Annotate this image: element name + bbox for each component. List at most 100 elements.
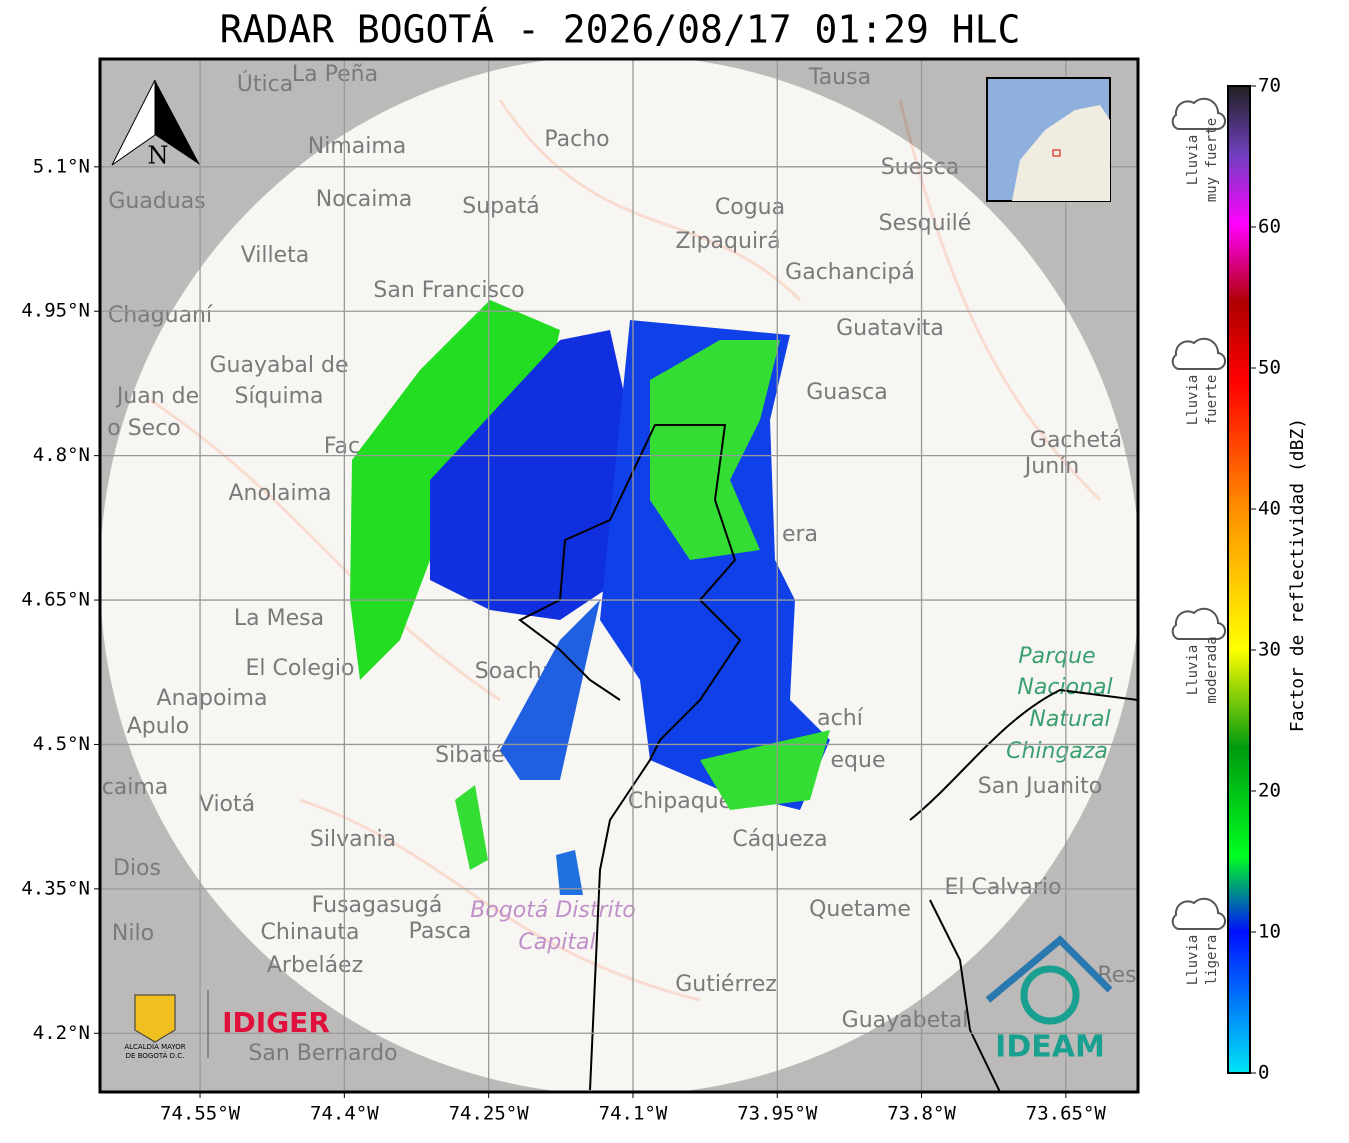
- y-tick-label: 4.35°N: [21, 877, 90, 899]
- place-label: achí: [817, 706, 864, 731]
- place-label: Fusagasugá: [312, 893, 443, 918]
- place-label: Natural: [1029, 707, 1110, 732]
- place-label: La Peña: [292, 62, 378, 87]
- y-tick-label: 4.2°N: [33, 1022, 90, 1044]
- place-label: Gachancipá: [785, 260, 915, 285]
- place-label: Suesca: [881, 155, 959, 180]
- place-label: San Francisco: [373, 278, 524, 303]
- weather-icon: [1171, 97, 1227, 131]
- place-label: Anapoima: [157, 686, 268, 711]
- place-label: Guaduas: [108, 189, 205, 214]
- legend-text: Lluvia: [1185, 135, 1201, 186]
- x-tick-label: 73.95°W: [737, 1103, 818, 1125]
- legend-text: Lluvia: [1185, 375, 1201, 426]
- place-label: Guayabal de: [209, 353, 348, 378]
- x-tick-label: 74.4°W: [310, 1103, 379, 1125]
- legend-text: Lluvia: [1185, 935, 1201, 986]
- place-label: Guasca: [806, 380, 888, 405]
- place-label: San Juanito: [978, 774, 1102, 799]
- colorbar-tick-label: 70: [1258, 75, 1281, 97]
- place-label: Nimaima: [308, 134, 407, 159]
- radar-echoes: [350, 300, 830, 895]
- place-label: Chingaza: [1006, 739, 1108, 764]
- map-frame: [98, 57, 1140, 1094]
- colorbar-tick-label: 30: [1258, 639, 1281, 661]
- place-label: Guayabetal: [842, 1008, 969, 1033]
- place-label: Silvania: [310, 827, 396, 852]
- place-label: eque: [831, 748, 886, 773]
- place-label: o Seco: [107, 416, 181, 441]
- grid: [100, 59, 1138, 1092]
- place-label: Anolaima: [228, 481, 331, 506]
- place-label: Supatá: [462, 194, 539, 219]
- place-label: Parque: [1018, 644, 1095, 669]
- colorbar-label: Factor de reflectividad (dBZ): [1287, 418, 1308, 732]
- place-label: Cogua: [715, 195, 785, 220]
- place-label: Quetame: [809, 897, 911, 922]
- y-tick-label: 4.5°N: [33, 733, 90, 755]
- logo-idiger: IDIGER: [222, 1006, 330, 1039]
- place-label: Útica: [237, 71, 293, 97]
- place-label: La Mesa: [234, 606, 324, 631]
- boundaries: [518, 424, 742, 1091]
- north-arrow: N: [111, 79, 200, 170]
- place-label: Guatavita: [836, 316, 944, 341]
- place-label: Chipaque: [628, 789, 732, 814]
- place-label: Síquima: [234, 384, 323, 409]
- logo-alcaldia: ALCALDÍA MAYOR DE BOGOTÁ D.C.: [124, 990, 209, 1060]
- place-label: era: [782, 522, 818, 547]
- colorbar-tick-label: 50: [1258, 357, 1281, 379]
- place-label: Tausa: [808, 65, 871, 90]
- place-label: San Bernardo: [248, 1041, 397, 1066]
- place-label: Nilo: [112, 921, 154, 946]
- alcaldia-2: DE BOGOTÁ D.C.: [126, 1051, 185, 1060]
- weather-icon: [1171, 897, 1227, 931]
- colorbar-tick-label: 10: [1258, 921, 1281, 943]
- place-label: Apulo: [127, 714, 190, 739]
- place-label: Gachetá: [1030, 428, 1122, 453]
- weather-icon: [1171, 607, 1227, 641]
- x-tick-label: 74.25°W: [449, 1103, 530, 1125]
- x-tick-label: 73.65°W: [1026, 1103, 1107, 1125]
- place-label: Chinauta: [261, 920, 360, 945]
- alcaldia-1: ALCALDÍA MAYOR: [124, 1042, 185, 1051]
- y-tick-label: 4.65°N: [21, 589, 90, 611]
- legend-text: Lluvia: [1185, 645, 1201, 696]
- place-label: Junín: [1023, 454, 1079, 479]
- legend-text: ligera: [1204, 935, 1220, 986]
- y-tick-label: 5.1°N: [33, 155, 90, 177]
- ideam-text: IDEAM: [995, 1030, 1105, 1065]
- place-label: Arbeláez: [267, 953, 363, 978]
- place-label: Gutiérrez: [675, 972, 777, 997]
- place-label: Sesquilé: [879, 211, 972, 236]
- place-label: Capital: [518, 930, 595, 955]
- place-label: Juan de: [115, 384, 199, 409]
- place-label: Fac: [324, 434, 360, 459]
- x-tick-label: 74.55°W: [160, 1103, 241, 1125]
- x-tick-label: 74.1°W: [599, 1103, 668, 1125]
- colorbar-tick-label: 40: [1258, 498, 1281, 520]
- y-tick-label: 4.95°N: [21, 300, 90, 322]
- legend-text: moderada: [1204, 636, 1220, 703]
- place-label: El Colegio: [245, 656, 354, 681]
- place-label: Pacho: [544, 127, 609, 152]
- inset-map: [986, 77, 1111, 202]
- boundaries-east: [909, 688, 1138, 1092]
- place-label: Viotá: [199, 792, 255, 817]
- place-label: Dios: [113, 856, 161, 881]
- logo-ideam: IDEAM: [985, 935, 1113, 1065]
- place-label: caima: [102, 775, 169, 800]
- weather-icon: [1171, 337, 1227, 371]
- colorbar: [1227, 85, 1251, 1074]
- x-tick-label: 73.8°W: [887, 1103, 956, 1125]
- place-label: Zipaquirá: [675, 229, 780, 254]
- colorbar-tick-label: 60: [1258, 216, 1281, 238]
- y-tick-label: 4.8°N: [33, 444, 90, 466]
- colorbar-tick-label: 0: [1258, 1062, 1269, 1084]
- place-label: Nacional: [1017, 675, 1112, 700]
- north-label: N: [148, 142, 169, 170]
